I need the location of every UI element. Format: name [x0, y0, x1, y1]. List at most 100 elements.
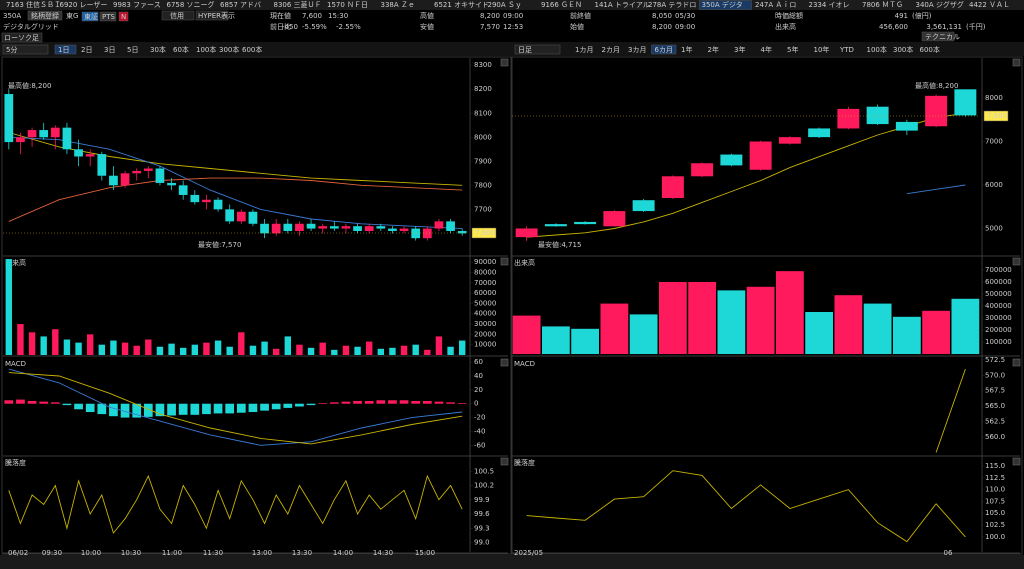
range[interactable]: 2年 [708, 45, 719, 54]
range-active[interactable] [54, 44, 77, 55]
volume-bar [284, 336, 292, 355]
candle-body [376, 226, 386, 229]
volume-bar [238, 332, 245, 355]
close-icon[interactable] [1012, 257, 1021, 266]
tab[interactable]: 1570 ＮＦ日 [327, 1, 368, 9]
range[interactable]: 1日 [58, 46, 69, 54]
close-icon[interactable] [500, 58, 509, 67]
tab[interactable]: 7806 ＭＴＧ [862, 1, 903, 9]
macd-bar [143, 403, 153, 417]
range[interactable]: YTD [839, 46, 854, 54]
range[interactable]: 60本 [173, 45, 189, 54]
range[interactable]: 3カ月 [628, 46, 646, 54]
tab[interactable]: 6920 レーザー [60, 1, 108, 9]
range[interactable]: 5日 [127, 46, 138, 54]
close-icon[interactable] [500, 457, 509, 466]
tab[interactable]: 4422 ＶＡＬ [969, 1, 1010, 9]
interval-select[interactable] [2, 44, 49, 55]
candle-body [202, 199, 211, 203]
technical-label[interactable]: テクニカル [925, 33, 960, 41]
tab[interactable]: 141A トライアル [595, 1, 650, 9]
candle-body [434, 221, 444, 229]
interval[interactable]: 5分 [6, 45, 17, 54]
range[interactable]: 100本 [196, 45, 216, 54]
tab[interactable]: 2334 イオレ [809, 1, 850, 9]
volume-bar [951, 298, 980, 355]
tab[interactable]: 8306 三菱ＵＦ [274, 0, 322, 9]
chart-kind[interactable]: ローソク足 [4, 34, 39, 42]
register-label[interactable]: 銘柄登録 [31, 11, 59, 20]
interval-select[interactable] [514, 44, 561, 55]
tab[interactable]: 6758 ソニーグ [167, 0, 215, 9]
tab[interactable]: 247A Ａｉロ [755, 1, 796, 9]
mode-label[interactable]: PTS [102, 13, 115, 21]
close-icon[interactable] [500, 257, 509, 266]
range[interactable]: 4年 [761, 45, 772, 54]
range[interactable]: 6カ月 [655, 46, 673, 54]
quote-time: 15:30 [328, 12, 348, 20]
macd-bar [376, 400, 386, 404]
tab[interactable]: 290A Ｓｙ [488, 1, 522, 9]
interval[interactable]: 日足 [518, 46, 532, 54]
range[interactable]: 300本 [219, 45, 239, 54]
range[interactable]: 1年 [681, 45, 692, 54]
panel-title: 出来高 [5, 258, 26, 267]
volume-bar [365, 341, 373, 355]
credit-label[interactable]: 信用 [170, 11, 184, 20]
tab[interactable]: 9983 ファース [113, 1, 161, 9]
range[interactable]: 30本 [150, 45, 166, 54]
range[interactable]: 5年 [787, 45, 798, 54]
volume-bar [63, 339, 71, 355]
tab[interactable]: 340A ジグザグ [916, 0, 964, 9]
x-tick-label: 06 [944, 549, 953, 557]
close-icon[interactable] [1012, 358, 1021, 367]
volume-bar [458, 340, 466, 355]
tab[interactable]: 350A デジタ [702, 0, 743, 9]
tab[interactable]: 9166 ＧＥＮ [541, 1, 582, 9]
tab[interactable]: 338A Ｚｅ [381, 1, 415, 9]
volume-bar [512, 315, 541, 355]
tab[interactable]: 6521 オキサイド [434, 1, 489, 9]
volume-bar [541, 326, 570, 355]
volume-bar [17, 324, 24, 355]
register-button[interactable] [27, 10, 63, 21]
mode-button[interactable] [99, 11, 117, 22]
credit-button[interactable] [161, 10, 195, 21]
candle-body [364, 226, 374, 231]
mode-label[interactable]: 東証 [84, 12, 98, 21]
range[interactable]: 2日 [81, 46, 92, 54]
range[interactable]: 100本 [867, 45, 887, 54]
y-tick-label: 90000 [474, 258, 496, 266]
range-active[interactable] [651, 44, 677, 55]
chart-kind-select[interactable] [1, 32, 43, 43]
range[interactable]: 10年 [814, 45, 830, 54]
mode-button[interactable] [81, 11, 99, 22]
range[interactable]: 600本 [920, 45, 940, 54]
hyper-button[interactable] [195, 10, 229, 21]
mode-button[interactable] [118, 11, 129, 22]
close-icon[interactable] [1012, 58, 1021, 67]
volume-bar [435, 336, 443, 355]
candle-body [271, 223, 281, 234]
range[interactable]: 1カ月 [575, 46, 593, 54]
y-tick-label: 10000 [474, 341, 496, 349]
range[interactable]: 3日 [104, 46, 115, 54]
candle-body [62, 127, 72, 150]
range[interactable]: 600本 [242, 45, 262, 54]
hyper-label[interactable]: HYPER表示 [198, 11, 235, 20]
tab-active[interactable] [699, 0, 752, 10]
range[interactable]: 300本 [893, 45, 913, 54]
tab[interactable]: 278A テラドロ [648, 1, 696, 9]
tab[interactable]: 6857 アドバ [220, 1, 261, 9]
range[interactable]: 2カ月 [602, 46, 620, 54]
range[interactable]: 3年 [734, 45, 745, 54]
technical-button[interactable] [921, 31, 955, 42]
close-icon[interactable] [1012, 457, 1021, 466]
tab[interactable]: 7163 住信ＳＢＩ [6, 0, 61, 9]
mode-label[interactable]: N [121, 13, 126, 21]
quote-time: 12:53 [503, 23, 523, 31]
quote-time: 09:00 [503, 12, 523, 20]
close-icon[interactable] [500, 358, 509, 367]
y-tick-label: 8000 [985, 94, 1003, 102]
